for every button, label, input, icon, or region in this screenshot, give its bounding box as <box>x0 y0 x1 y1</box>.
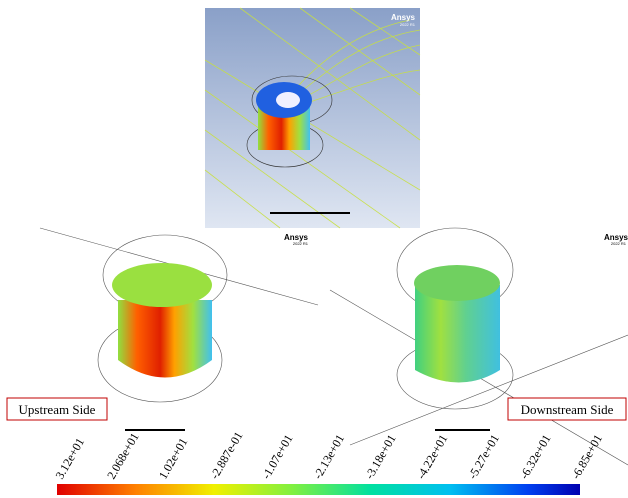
caption: Upstream Side <box>19 402 96 417</box>
colorbar-label: -1.07e+01 <box>259 432 296 482</box>
upstream-view: Ansys 2022 R1 Upstream Side <box>7 228 318 430</box>
downstream-view: Ansys 2022 R1 Downstream Side <box>330 228 628 465</box>
colorbar-label: -3.18e+01 <box>362 432 399 482</box>
figure: Ansys 2022 R1 Ansys 2022 R1 Upstream Sid… <box>0 0 628 498</box>
colorbar-label: 2.068e+01 <box>104 430 142 481</box>
colorbar-label: -5.27e+01 <box>465 432 502 482</box>
logo: Ansys <box>391 13 416 22</box>
colorbar: 3.12e+01 2.068e+01 1.02e+01 -2.887e-01 -1.07… <box>52 429 605 495</box>
version: 2022 R1 <box>611 241 627 246</box>
colorbar-label: 1.02e+01 <box>156 435 191 481</box>
caption: Downstream Side <box>521 402 614 417</box>
top-view: Ansys 2022 R1 <box>205 8 420 228</box>
colorbar-label: -2.13e+01 <box>310 432 347 482</box>
colorbar-label: -4.22e+01 <box>414 432 451 482</box>
version: 2022 R1 <box>400 22 416 27</box>
colorbar-label: -6.85e+01 <box>568 432 605 482</box>
colorbar-label: -6.32e+01 <box>517 432 554 482</box>
colorbar-label: 3.12e+01 <box>52 435 87 481</box>
colorbar-label: -2.887e-01 <box>207 429 245 481</box>
version: 2022 R1 <box>293 241 309 246</box>
